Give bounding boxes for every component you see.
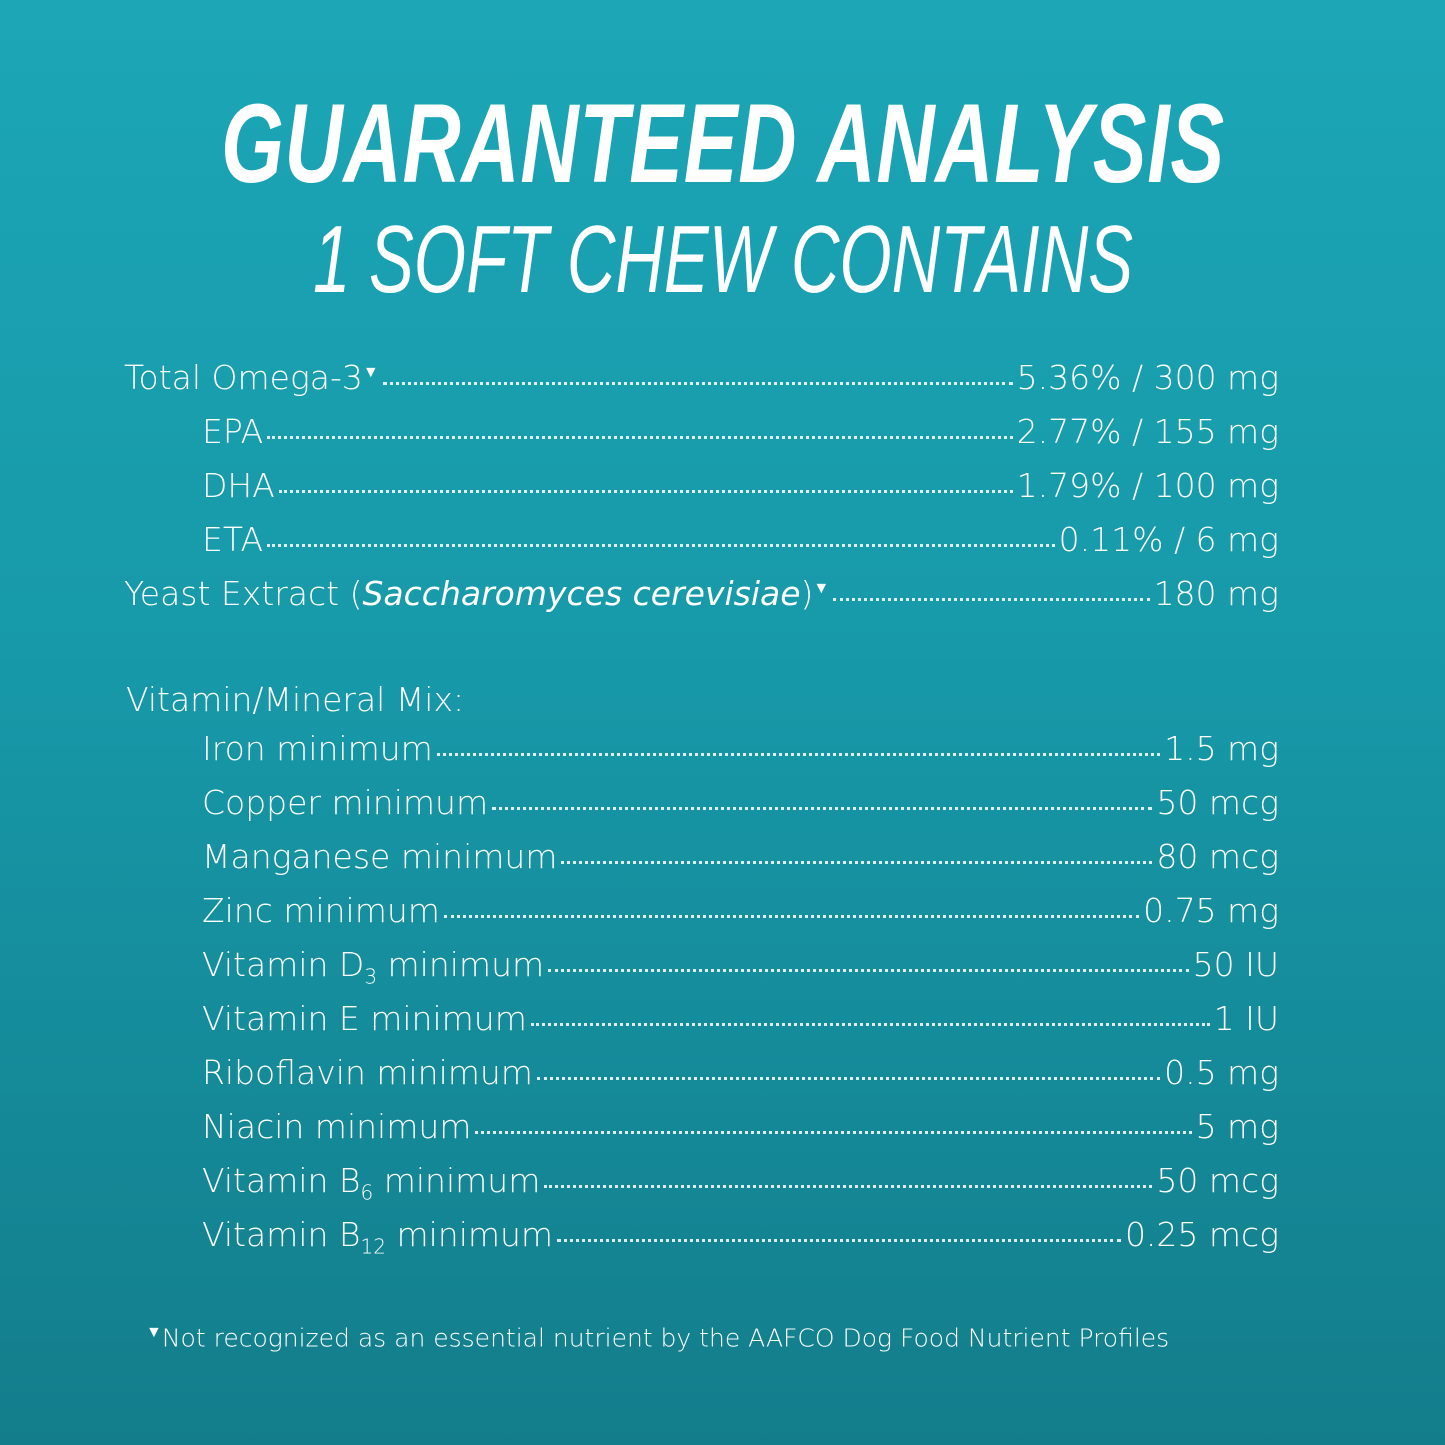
- nutrient-value: 5 mg: [1195, 1107, 1279, 1146]
- dot-leader: [267, 436, 1013, 439]
- label-text: Yeast Extract (: [124, 574, 363, 613]
- dot-leader: [561, 861, 1153, 864]
- nutrient-label: Iron minimum: [202, 729, 433, 768]
- nutrient-row: Vitamin E minimum 1 IU: [124, 999, 1279, 1053]
- dot-leader: [436, 753, 1161, 756]
- label-text: Iron minimum: [202, 729, 433, 768]
- nutrient-label: Copper minimum: [202, 783, 488, 822]
- nutrient-value: 0.25 mcg: [1124, 1215, 1279, 1254]
- mix-heading: Vitamin/Mineral Mix:: [126, 680, 465, 719]
- label-text: EPA: [202, 412, 264, 451]
- nutrient-label: ETA: [202, 520, 263, 559]
- nutrient-row: Yeast Extract (Saccharomyces cerevisiae)…: [124, 574, 1279, 628]
- dot-leader: [548, 969, 1189, 972]
- nutrient-label: Yeast Extract (Saccharomyces cerevisiae)…: [124, 574, 829, 613]
- label-text: ETA: [202, 520, 264, 559]
- label-text: Vitamin E minimum: [202, 999, 527, 1038]
- nutrient-row: Vitamin B6 minimum 50 mcg: [124, 1161, 1279, 1215]
- page-subtitle: 1 SOFT CHEW CONTAINS: [312, 206, 1133, 313]
- nutrient-value: 0.75 mg: [1143, 891, 1279, 930]
- nutrient-label: Vitamin B12 minimum: [202, 1215, 553, 1259]
- nutrient-value: 1.79% / 100 mg: [1016, 466, 1279, 505]
- nutrient-row: DHA 1.79% / 100 mg: [124, 466, 1279, 520]
- nutrient-row: Vitamin D3 minimum 50 IU: [124, 945, 1279, 999]
- label-text: DHA: [202, 466, 275, 505]
- nutrient-row: Manganese minimum 80 mcg: [124, 837, 1279, 891]
- nutrient-row: Zinc minimum 0.75 mg: [124, 891, 1279, 945]
- label-text: Vitamin D: [202, 945, 365, 984]
- nutrient-label: Riboflavin minimum: [202, 1053, 533, 1092]
- nutrient-value: 1 IU: [1213, 999, 1279, 1038]
- nutrient-value: 0.5 mg: [1164, 1053, 1279, 1092]
- nutrient-value: 1.5 mg: [1164, 729, 1279, 768]
- dot-leader: [475, 1131, 1192, 1134]
- label-italic: Saccharomyces cerevisiae: [362, 574, 801, 613]
- label-text: Manganese minimum: [202, 837, 558, 876]
- label-after: minimum: [373, 1161, 541, 1200]
- label-text: Niacin minimum: [202, 1107, 472, 1146]
- footnote-text: Not recognized as an essential nutrient …: [161, 1323, 1170, 1353]
- nutrient-value: 180 mg: [1153, 574, 1279, 613]
- nutrient-row: Total Omega-3▼ 5.36% / 300 mg: [124, 358, 1279, 412]
- nutrient-value: 2.77% / 155 mg: [1016, 412, 1279, 451]
- nutrient-label: Total Omega-3▼: [124, 358, 379, 397]
- omega-analysis-list: Total Omega-3▼ 5.36% / 300 mg EPA 2.77% / 1…: [124, 358, 1279, 628]
- label-text: Vitamin B: [202, 1215, 361, 1254]
- dot-leader: [443, 915, 1140, 918]
- nutrient-row: Niacin minimum 5 mg: [124, 1107, 1279, 1161]
- nutrient-value: 50 IU: [1192, 945, 1279, 984]
- nutrient-row: ETA 0.11% / 6 mg: [124, 520, 1279, 574]
- dot-leader: [278, 490, 1013, 493]
- label-text: Total Omega-3: [124, 358, 363, 397]
- label-text: Vitamin B: [202, 1161, 361, 1200]
- nutrient-label: Vitamin B6 minimum: [202, 1161, 540, 1205]
- label-text: Zinc minimum: [202, 891, 440, 930]
- marker-icon: ▼: [813, 578, 830, 597]
- nutrient-label: Zinc minimum: [202, 891, 440, 930]
- page-title: GUARANTEED ANALYSIS: [220, 81, 1225, 206]
- nutrient-label: DHA: [202, 466, 275, 505]
- nutrient-label: Vitamin D3 minimum: [202, 945, 544, 989]
- dot-leader: [544, 1185, 1153, 1188]
- nutrient-value: 50 mcg: [1156, 1161, 1279, 1200]
- dot-leader: [557, 1239, 1121, 1242]
- label-subscript: 6: [360, 1180, 374, 1205]
- nutrient-value: 50 mcg: [1156, 783, 1279, 822]
- marker-icon: ▼: [362, 362, 379, 381]
- label-after: minimum: [385, 1215, 554, 1254]
- label-subscript: 12: [360, 1234, 386, 1259]
- nutrient-label: Niacin minimum: [202, 1107, 471, 1146]
- label-text: Copper minimum: [202, 783, 489, 822]
- nutrient-row: Iron minimum 1.5 mg: [124, 729, 1279, 783]
- nutrient-row: Riboflavin minimum 0.5 mg: [124, 1053, 1279, 1107]
- dot-leader: [536, 1077, 1161, 1080]
- nutrient-value: 0.11% / 6 mg: [1058, 520, 1279, 559]
- nutrient-value: 5.36% / 300 mg: [1016, 358, 1279, 397]
- dot-leader: [267, 544, 1055, 547]
- footnote: ▼Not recognized as an essential nutrient…: [146, 1322, 1169, 1352]
- vitamin-mineral-list: Iron minimum 1.5 mg Copper minimum 50 mcg Ma…: [124, 729, 1279, 1269]
- nutrient-row: EPA 2.77% / 155 mg: [124, 412, 1279, 466]
- dot-leader: [492, 807, 1153, 810]
- nutrient-label: EPA: [202, 412, 263, 451]
- dot-leader: [382, 382, 1013, 385]
- label-after: ): [800, 574, 814, 613]
- nutrient-row: Vitamin B12 minimum 0.25 mcg: [124, 1215, 1279, 1269]
- nutrient-row: Copper minimum 50 mcg: [124, 783, 1279, 837]
- marker-icon: ▼: [146, 1322, 162, 1341]
- nutrient-label: Vitamin E minimum: [202, 999, 527, 1038]
- nutrient-value: 80 mcg: [1156, 837, 1279, 876]
- label-text: Riboflavin minimum: [202, 1053, 533, 1092]
- label-subscript: 3: [364, 964, 378, 989]
- label-after: minimum: [377, 945, 545, 984]
- dot-leader: [833, 598, 1150, 601]
- nutrient-label: Manganese minimum: [202, 837, 557, 876]
- dot-leader: [530, 1023, 1210, 1026]
